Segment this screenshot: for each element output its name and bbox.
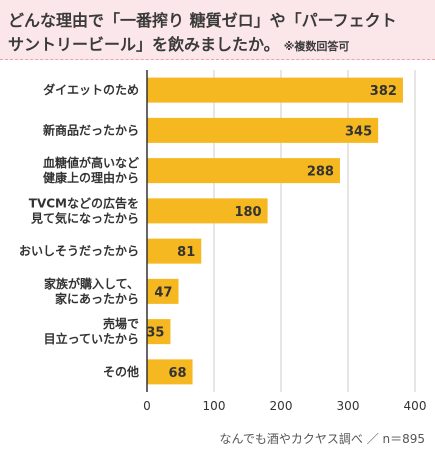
category-label-6-0: 売場で <box>103 316 139 331</box>
bar-1 <box>147 117 379 143</box>
bar-4 <box>147 238 202 264</box>
bar-value-label-6: 35 <box>146 326 164 341</box>
category-label-3-1: 見て気になったから <box>30 210 139 225</box>
category-label-2-0: 血糖値が高いなど <box>43 155 139 170</box>
bar-value-label-4: 81 <box>177 245 195 260</box>
category-label-2-1: 健康上の理由から <box>43 170 139 185</box>
bar-value-label-2: 288 <box>307 165 334 180</box>
chart-title-line-2: サントリービール」を飲みましたか。 ※複数回答可 <box>8 31 349 55</box>
category-label-7: その他 <box>103 364 139 379</box>
chart-title-line-1: どんな理由で「一番搾り 糖質ゼロ」や「パーフェクト <box>8 11 397 30</box>
category-label-5-1: 家にあったから <box>55 291 139 306</box>
bar-2 <box>147 158 340 184</box>
x-tick-label-4: 400 <box>404 399 427 413</box>
x-tick-label-0: 0 <box>143 399 151 413</box>
bar-6 <box>147 319 171 345</box>
bar-value-label-0: 382 <box>370 84 397 99</box>
chart-title-line-2-text: サントリービール」を飲みましたか。 <box>8 35 280 54</box>
bar-7 <box>147 359 193 385</box>
category-label-5-0: 家族が購入して、 <box>44 276 139 291</box>
x-tick-label-1: 100 <box>203 399 226 413</box>
chart-title-note: ※複数回答可 <box>283 40 350 53</box>
category-label-4: おいしそうだったから <box>19 244 139 258</box>
bar-3 <box>147 198 268 224</box>
bar-value-label-1: 345 <box>345 124 372 139</box>
source-note: なんでも酒やカクヤス調べ ／ n＝895 <box>219 432 425 446</box>
bar-0 <box>147 77 403 103</box>
chart-title-banner: どんな理由で「一番搾り 糖質ゼロ」や「パーフェクト サントリービール」を飲みまし… <box>0 0 435 60</box>
bar-value-label-5: 47 <box>154 285 172 300</box>
category-label-6-1: 目立っていたから <box>44 331 139 346</box>
category-label-3-0: TVCMなどの広告を <box>29 195 139 210</box>
category-label-1: 新商品だったから <box>43 122 139 137</box>
bar-value-label-3: 180 <box>234 205 261 220</box>
bar-value-label-7: 68 <box>168 366 186 381</box>
x-tick-label-3: 300 <box>337 399 360 413</box>
bar-5 <box>147 278 179 304</box>
category-label-0: ダイエットのため <box>43 82 139 97</box>
x-tick-label-2: 200 <box>270 399 293 413</box>
